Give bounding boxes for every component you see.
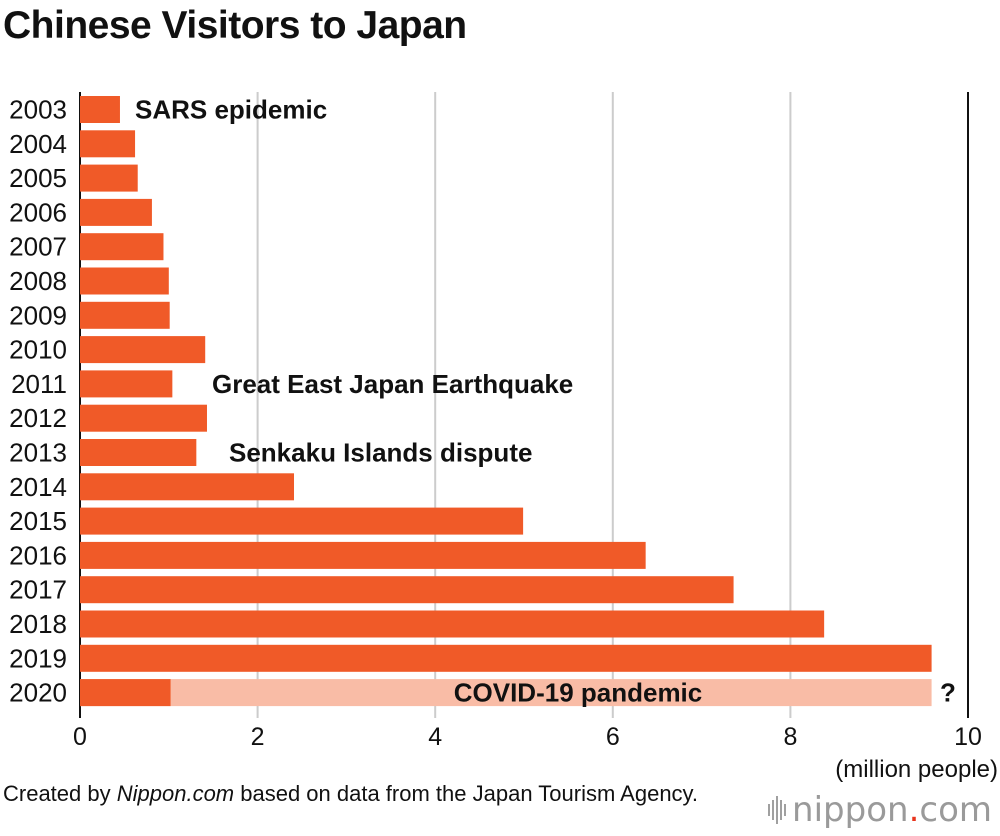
x-tick-label: 2	[251, 723, 265, 751]
bar-ghost-2020	[80, 679, 932, 707]
year-label-2020: 2020	[9, 678, 67, 708]
year-label-2004: 2004	[9, 129, 67, 159]
year-label-2013: 2013	[9, 438, 67, 468]
annotations: SARS epidemic Great East Japan Earthquake…	[135, 95, 956, 708]
chart-title: Chinese Visitors to Japan	[3, 4, 467, 47]
year-label-2019: 2019	[9, 643, 67, 673]
year-label-2009: 2009	[9, 300, 67, 330]
annotation-2003: SARS epidemic	[135, 95, 327, 125]
bar-2005	[80, 164, 138, 192]
bar-chart: 2003200420052006200720082009201020112012…	[9, 92, 998, 783]
x-tick-label: 10	[954, 723, 982, 751]
year-label-2015: 2015	[9, 506, 67, 536]
logo-bars-icon	[768, 796, 787, 824]
year-label-2006: 2006	[9, 197, 67, 227]
bar-2011	[80, 370, 173, 398]
bar-2006	[80, 198, 152, 226]
bar-2017	[80, 576, 734, 604]
x-tick-label: 8	[783, 723, 797, 751]
source-site: Nippon.com	[116, 781, 235, 806]
year-label-2010: 2010	[9, 335, 67, 365]
bar-2010	[80, 336, 206, 364]
bar-2007	[80, 233, 164, 261]
bar-2004	[80, 130, 136, 158]
bar-2009	[80, 301, 170, 329]
nippon-logo: nippon. com	[768, 790, 992, 830]
annotation-2020: ?	[940, 678, 956, 708]
x-tick-label: 6	[606, 723, 620, 751]
year-label-2014: 2014	[9, 472, 67, 502]
year-label-2003: 2003	[9, 95, 67, 125]
bar-2013	[80, 439, 197, 466]
bar-2015	[80, 507, 524, 535]
year-label-2011: 2011	[11, 369, 67, 399]
bar-2018	[80, 610, 825, 638]
annotation-2020: COVID-19 pandemic	[454, 678, 703, 708]
year-label-2016: 2016	[9, 540, 67, 570]
x-tick-label: 4	[428, 723, 442, 751]
year-label-2018: 2018	[9, 609, 67, 639]
bar-2014	[80, 473, 295, 501]
annotation-2013: Senkaku Islands dispute	[229, 438, 532, 468]
year-label-2007: 2007	[9, 232, 67, 262]
bar-2003	[80, 96, 120, 123]
year-label-2005: 2005	[9, 163, 67, 193]
x-tick-label: 0	[73, 723, 87, 751]
year-label-2008: 2008	[9, 266, 67, 296]
year-labels: 2003 2004 2005 2006 2007 2008 2009 2010 2011 2012…	[9, 95, 67, 708]
source-note: Created by Nippon.com based on data from…	[3, 779, 733, 808]
logo-tld: com	[919, 790, 992, 830]
logo-name: nippon	[792, 790, 909, 830]
source-suffix: based on data from the Japan Tourism Age…	[234, 781, 699, 806]
annotation-2011: Great East Japan Earthquake	[212, 369, 573, 399]
x-axis-ticks: 0 2 4 6 8 10	[73, 723, 982, 751]
source-prefix: Created by	[3, 781, 117, 806]
logo-dot: .	[908, 790, 920, 830]
bars	[80, 96, 932, 707]
year-label-2012: 2012	[9, 403, 67, 433]
x-axis-label: (million people)	[835, 756, 998, 783]
bar-2008	[80, 267, 169, 295]
bar-2016	[80, 541, 646, 569]
bar-2012	[80, 404, 207, 432]
year-label-2017: 2017	[9, 575, 67, 605]
bar-2019	[80, 644, 932, 672]
bar-2020	[80, 679, 171, 707]
